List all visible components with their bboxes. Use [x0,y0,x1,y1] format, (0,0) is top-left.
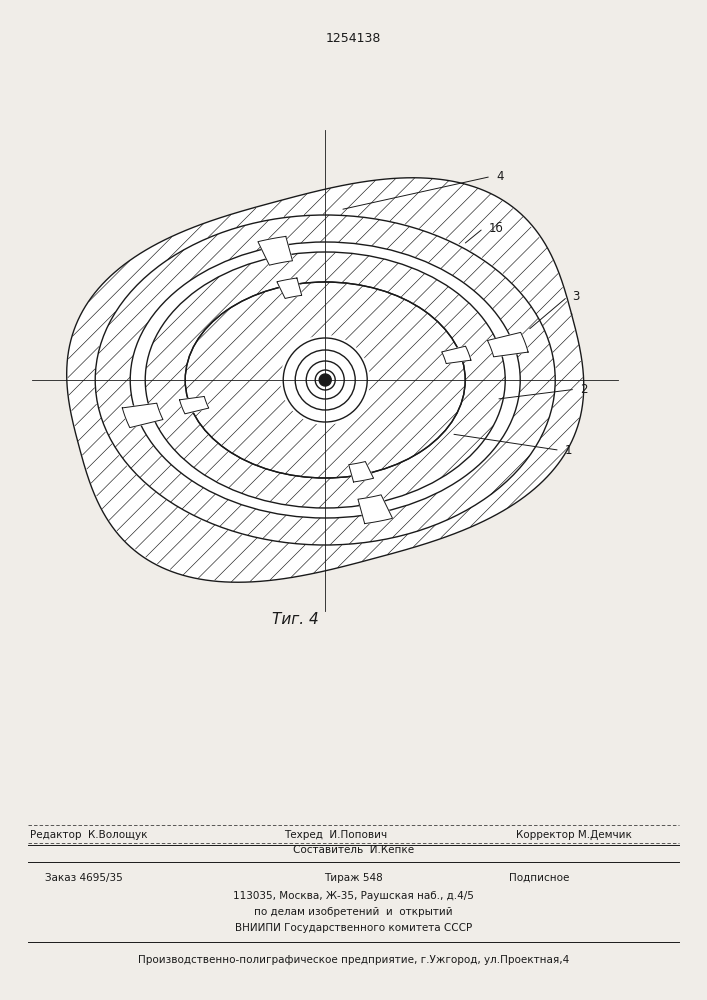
Polygon shape [66,178,584,582]
Ellipse shape [320,374,331,386]
Polygon shape [442,346,471,364]
Polygon shape [487,332,528,357]
Text: ВНИИПИ Государственного комитета СССР: ВНИИПИ Государственного комитета СССР [235,923,472,933]
Polygon shape [122,403,163,428]
Polygon shape [180,396,209,414]
Text: Производственно-полиграфическое предприятие, г.Ужгород, ул.Проектная,4: Производственно-полиграфическое предприя… [138,955,569,965]
Text: Тираж 548: Тираж 548 [324,873,383,883]
Text: 2: 2 [580,383,588,396]
Ellipse shape [306,361,344,399]
Polygon shape [349,462,373,482]
Polygon shape [277,278,302,298]
Ellipse shape [280,335,370,425]
Text: 1: 1 [565,444,573,457]
Polygon shape [258,236,293,265]
Text: 113035, Москва, Ж-35, Раушская наб., д.4/5: 113035, Москва, Ж-35, Раушская наб., д.4… [233,891,474,901]
Ellipse shape [315,370,335,390]
Ellipse shape [130,242,520,518]
Ellipse shape [284,338,367,422]
Text: Составитель  И.Кепке: Составитель И.Кепке [293,845,414,855]
Text: Τиг. 4: Τиг. 4 [272,612,319,628]
Text: Редактор  К.Волощук: Редактор К.Волощук [30,830,148,840]
Text: Техред  И.Попович: Техред И.Попович [284,830,387,840]
Ellipse shape [296,350,355,410]
Polygon shape [358,495,392,524]
Text: по делам изобретений  и  открытий: по делам изобретений и открытий [255,907,452,917]
Text: Корректор М.Демчик: Корректор М.Демчик [516,830,632,840]
Text: 4: 4 [496,170,503,183]
Text: 1254138: 1254138 [326,32,381,45]
Text: 3: 3 [573,290,580,303]
Ellipse shape [95,215,555,545]
Text: Подписное: Подписное [509,873,569,883]
Text: Заказ 4695/35: Заказ 4695/35 [45,873,123,883]
Ellipse shape [185,282,465,478]
Text: 1б: 1б [489,222,503,235]
